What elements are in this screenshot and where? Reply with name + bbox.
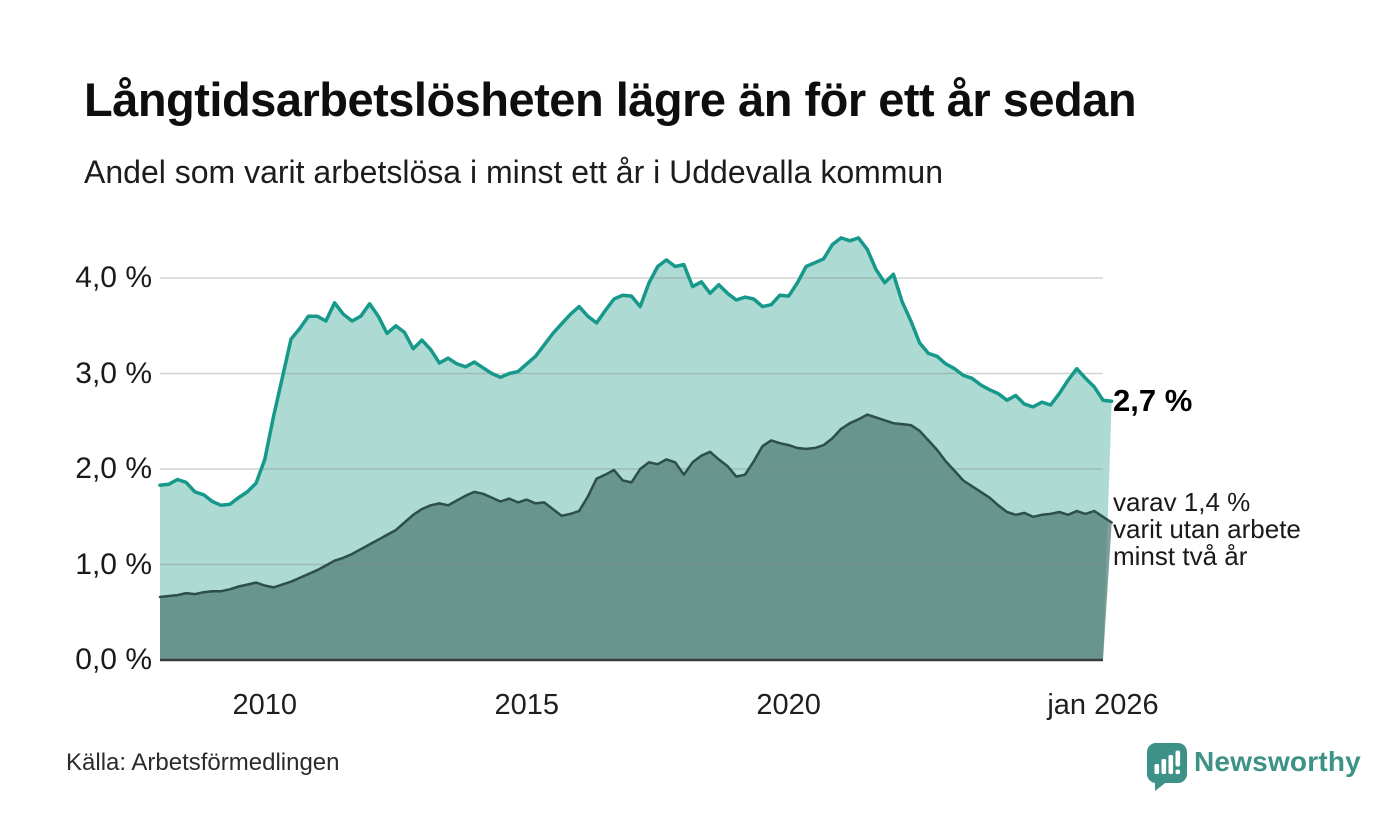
x-tick-label: 2010 xyxy=(232,689,298,721)
chart-subtitle: Andel som varit arbetslösa i minst ett å… xyxy=(84,154,944,190)
y-tick-label: 3,0 % xyxy=(75,356,152,390)
y-tick-label: 4,0 % xyxy=(75,261,152,294)
end-value-label: 2,7 % xyxy=(1113,383,1193,419)
y-tick-label: 1,0 % xyxy=(75,547,152,581)
y-tick-label: 2,0 % xyxy=(75,452,152,485)
newsworthy-logo-text: Newsworthy xyxy=(1194,746,1361,777)
secondary-end-label-line: minst två år xyxy=(1113,541,1248,572)
x-tick-label: 2015 xyxy=(494,689,559,721)
chart-title: Långtidsarbetslösheten lägre än för ett … xyxy=(84,73,1137,126)
newsworthy-logo: Newsworthy xyxy=(1146,742,1361,792)
x-tick-label: 2020 xyxy=(756,689,821,721)
secondary-end-label-line: varit utan arbete xyxy=(1113,514,1301,545)
source-attribution: Källa: Arbetsförmedlingen xyxy=(66,749,340,776)
secondary-end-label-line: varav 1,4 % xyxy=(1113,487,1251,518)
secondary-end-label: varav 1,4 % varit utan arbete minst två … xyxy=(1113,489,1301,570)
newsworthy-logo-icon xyxy=(1146,742,1188,792)
x-tick-label: jan 2026 xyxy=(1047,689,1159,721)
y-tick-label: 0,0 % xyxy=(75,643,152,676)
